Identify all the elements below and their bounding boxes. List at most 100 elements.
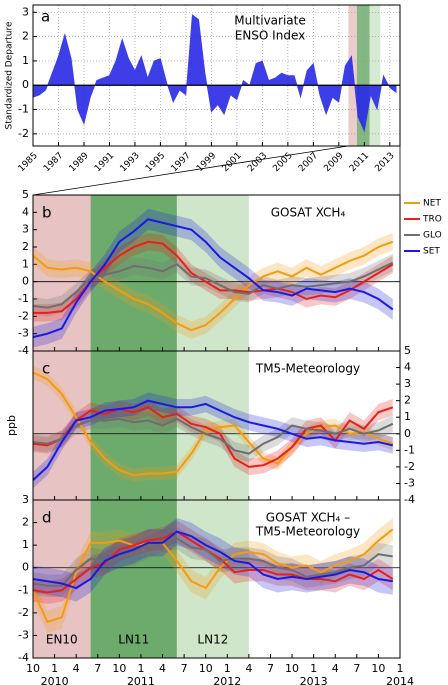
- y-tick-label: -2: [18, 606, 29, 619]
- y-tick-label: 2: [22, 516, 29, 529]
- period-label: LN11: [118, 633, 149, 647]
- series-line: [32, 240, 394, 332]
- x-tick-label: 7: [267, 662, 274, 675]
- y-tick-label: 5: [22, 188, 29, 201]
- series-line: [32, 371, 394, 477]
- legend-label: SET: [423, 247, 440, 257]
- plot-frame: [32, 499, 401, 659]
- x-tick-label: 2011: [348, 151, 371, 174]
- y-tick-label: 3: [22, 223, 29, 236]
- legend-label: TRO: [422, 215, 442, 225]
- y-tick-label: 0: [22, 561, 29, 574]
- y-tick-label: 2: [22, 30, 29, 43]
- y-tick-label: -2: [18, 127, 29, 140]
- year-label: 2010: [41, 675, 69, 685]
- y-tick-label: 0: [404, 427, 411, 440]
- x-tick-label: 4: [245, 662, 252, 675]
- period-label: EN10: [46, 633, 78, 647]
- x-tick-label: 1987: [42, 151, 65, 174]
- y-tick-label: 2: [404, 394, 411, 407]
- y-axis-label: ppb: [5, 415, 18, 436]
- year-label: 2011: [127, 675, 155, 685]
- x-tick-label: 1: [137, 662, 144, 675]
- series-line: [32, 537, 393, 587]
- x-tick-label: 4: [73, 662, 80, 675]
- y-tick-label: 1: [22, 257, 29, 270]
- y-tick-label: -4: [404, 493, 415, 506]
- y-tick-label: 1: [22, 538, 29, 551]
- y-tick-label: 3: [404, 377, 411, 390]
- uncertainty-band: [33, 518, 393, 602]
- series-line: [32, 218, 394, 339]
- x-tick-label: 2007: [297, 151, 320, 174]
- x-tick-label: 1991: [93, 151, 116, 174]
- y-tick-label: 1: [404, 410, 411, 423]
- y-tick-label: -1: [18, 103, 29, 116]
- panel-letter: c: [42, 360, 50, 378]
- y-tick-label: -4: [18, 344, 29, 357]
- series-line: [32, 530, 393, 590]
- series-line: [32, 399, 394, 481]
- y-axis-label: Standardized Departure: [5, 21, 15, 129]
- uncertainty-band: [33, 392, 393, 489]
- period-shade: [33, 500, 91, 658]
- series-line: [32, 417, 394, 455]
- uncertainty-band: [33, 208, 393, 348]
- x-tick-label: 1: [397, 662, 404, 675]
- year-label: 2013: [300, 675, 328, 685]
- y-tick-label: -4: [18, 651, 29, 664]
- x-tick-label: 1995: [144, 151, 167, 174]
- uncertainty-band: [33, 365, 393, 482]
- period-shade: [33, 195, 91, 351]
- x-tick-label: 10: [371, 662, 385, 675]
- x-tick-label: 4: [159, 662, 166, 675]
- x-tick-label: 4: [332, 662, 339, 675]
- y-tick-label: 1: [22, 54, 29, 67]
- y-tick-label: -1: [18, 583, 29, 596]
- x-tick-label: 2009: [322, 151, 345, 174]
- chart-title: Multivariate: [234, 14, 306, 28]
- y-tick-label: -1: [404, 443, 415, 456]
- x-tick-label: 10: [199, 662, 213, 675]
- y-tick-label: 3: [22, 5, 29, 18]
- y-tick-label: -2: [18, 309, 29, 322]
- x-tick-label: 7: [94, 662, 101, 675]
- x-tick-label: 10: [112, 662, 126, 675]
- zoom-connector: [32, 145, 349, 196]
- panel-letter: b: [42, 204, 52, 222]
- x-tick-label: 1999: [195, 151, 218, 174]
- period-shade: [90, 195, 177, 351]
- x-tick-label: 2013: [373, 151, 396, 174]
- uncertainty-band: [33, 518, 393, 634]
- plot-frame: [32, 4, 401, 147]
- legend-label: GLO: [423, 231, 442, 241]
- year-label: 2012: [213, 675, 241, 685]
- chart-title: GOSAT XCH₄: [271, 206, 346, 220]
- y-tick-label: 4: [22, 205, 29, 218]
- period-shade: [176, 195, 249, 351]
- y-tick-label: -2: [404, 460, 415, 473]
- y-tick-label: -1: [18, 292, 29, 305]
- uncertainty-band: [33, 527, 393, 598]
- uncertainty-band: [33, 233, 393, 322]
- panel-letter: a: [41, 8, 50, 26]
- y-tick-label: 3: [22, 493, 29, 506]
- x-tick-label: 1: [310, 662, 317, 675]
- series-line: [32, 528, 394, 624]
- x-tick-label: 7: [181, 662, 188, 675]
- x-tick-label: 2005: [271, 151, 294, 174]
- series-line: [32, 406, 394, 468]
- chart-title: ENSO Index: [235, 29, 305, 43]
- x-tick-label: 1985: [17, 151, 40, 174]
- chart-title: GOSAT XCH₄ –: [266, 511, 350, 525]
- y-tick-label: 2: [22, 240, 29, 253]
- index-area: [32, 14, 397, 133]
- legend-label: NET: [423, 199, 441, 209]
- x-tick-label: 10: [26, 662, 40, 675]
- x-tick-label: 1: [51, 662, 58, 675]
- y-tick-label: 5: [404, 344, 411, 357]
- x-tick-label: 10: [285, 662, 299, 675]
- panel-letter: d: [42, 509, 52, 527]
- period-label: LN12: [197, 633, 228, 647]
